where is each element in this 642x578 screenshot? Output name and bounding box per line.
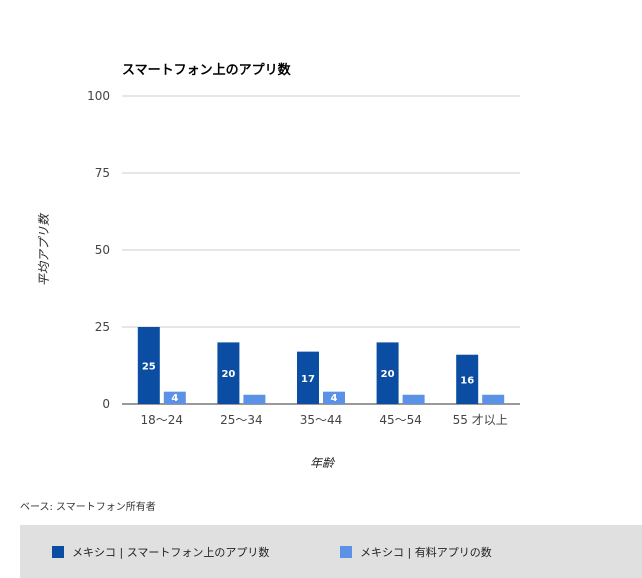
legend-label-paid-apps: メキシコ | 有料アプリの数 — [360, 546, 492, 559]
legend-label-smartphone-apps: メキシコ | スマートフォン上のアプリ数 — [72, 546, 270, 559]
x-tick-label: 45〜54 — [379, 413, 422, 427]
base-note: ベース: スマートフォン所有者 — [20, 502, 156, 513]
legend-item-smartphone-apps[interactable]: メキシコ | スマートフォン上のアプリ数 — [52, 544, 269, 560]
y-tick-label: 100 — [87, 89, 110, 103]
data-label-series-1-2: 4 — [331, 393, 338, 404]
x-tick-labels: 18〜24 25〜34 35〜44 45〜54 55 才以上 — [141, 413, 508, 427]
y-tick-label: 75 — [95, 166, 110, 180]
bar-series-1-3[interactable] — [402, 394, 425, 404]
data-label-series-1-0: 4 — [171, 393, 178, 404]
data-label-series-0-1: 20 — [221, 369, 235, 380]
bar-series-0-1[interactable] — [217, 342, 240, 404]
data-label-series-0-4: 16 — [460, 375, 474, 386]
bar-series-1-1[interactable] — [243, 394, 266, 404]
data-labels: 25 4 20 17 4 20 16 — [142, 362, 474, 405]
legend-item-paid-apps[interactable]: メキシコ | 有料アプリの数 — [340, 544, 492, 560]
legend-swatch-paid-apps — [340, 546, 352, 558]
bar-chart: スマートフォン上のアプリ数 0 25 50 75 100 25 4 20 17 4 20 16 18… — [37, 62, 520, 470]
bar-series-0-3[interactable] — [376, 342, 399, 404]
bars — [137, 327, 505, 404]
x-tick-label: 18〜24 — [141, 413, 184, 427]
y-tick-label: 0 — [102, 397, 110, 411]
data-label-series-0-2: 17 — [301, 374, 315, 385]
x-tick-label: 55 才以上 — [453, 413, 508, 427]
y-tick-label: 25 — [95, 320, 110, 334]
x-tick-label: 35〜44 — [300, 413, 343, 427]
legend-swatch-smartphone-apps — [52, 546, 64, 558]
legend: メキシコ | スマートフォン上のアプリ数 メキシコ | 有料アプリの数 — [20, 525, 642, 578]
data-label-series-0-0: 25 — [142, 362, 156, 373]
bar-series-1-0[interactable] — [163, 391, 186, 404]
bar-series-0-2[interactable] — [297, 351, 319, 404]
bar-series-1-2[interactable] — [323, 391, 345, 404]
chart-title: スマートフォン上のアプリ数 — [122, 62, 292, 78]
y-tick-labels: 0 25 50 75 100 — [87, 89, 110, 411]
grid-layer — [122, 95, 520, 405]
bar-series-0-0[interactable] — [137, 327, 160, 404]
y-tick-label: 50 — [95, 243, 110, 257]
data-label-series-0-3: 20 — [381, 369, 395, 380]
bar-series-1-4[interactable] — [482, 394, 505, 404]
x-axis-title: 年齢 — [310, 456, 336, 470]
x-tick-label: 25〜34 — [220, 413, 263, 427]
bar-series-0-4[interactable] — [456, 354, 479, 404]
y-axis-title: 平均アプリ数 — [37, 212, 51, 286]
